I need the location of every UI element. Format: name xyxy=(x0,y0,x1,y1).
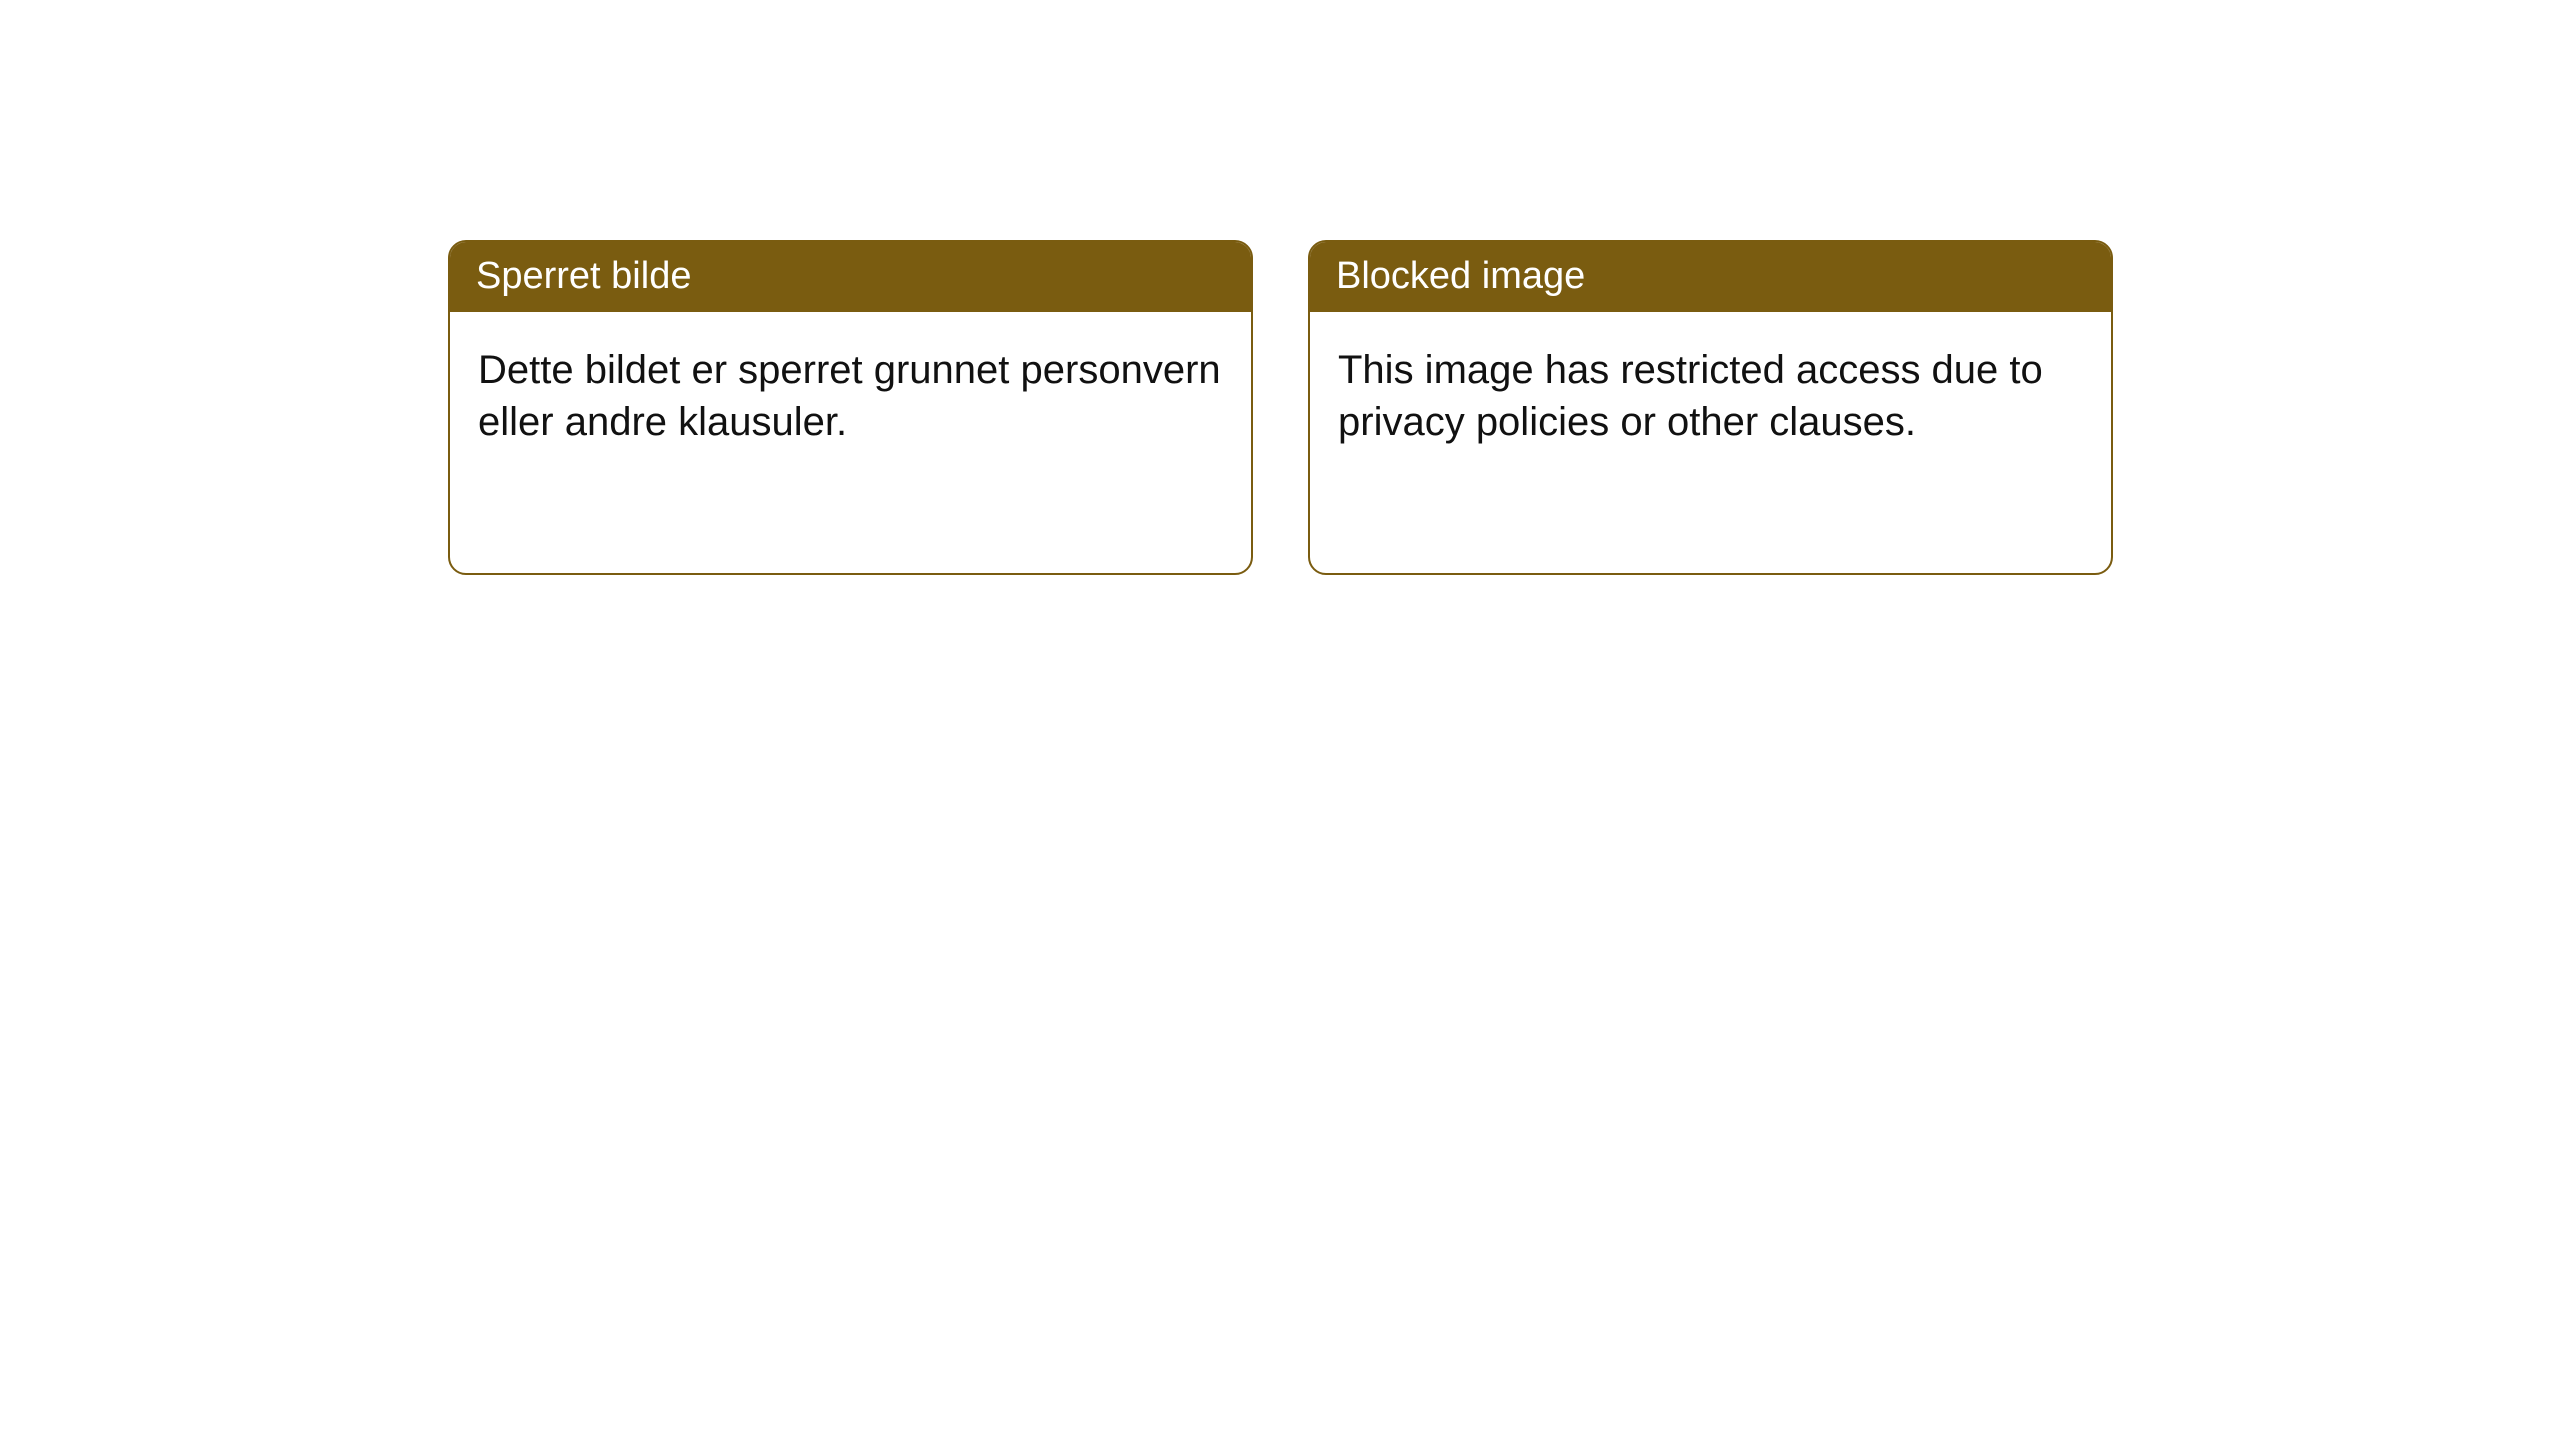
card-body-norwegian: Dette bildet er sperret grunnet personve… xyxy=(450,312,1251,480)
notice-card-norwegian: Sperret bilde Dette bildet er sperret gr… xyxy=(448,240,1253,575)
card-title-english: Blocked image xyxy=(1310,242,2111,312)
card-title-norwegian: Sperret bilde xyxy=(450,242,1251,312)
card-body-english: This image has restricted access due to … xyxy=(1310,312,2111,480)
notice-cards-container: Sperret bilde Dette bildet er sperret gr… xyxy=(448,240,2113,575)
notice-card-english: Blocked image This image has restricted … xyxy=(1308,240,2113,575)
